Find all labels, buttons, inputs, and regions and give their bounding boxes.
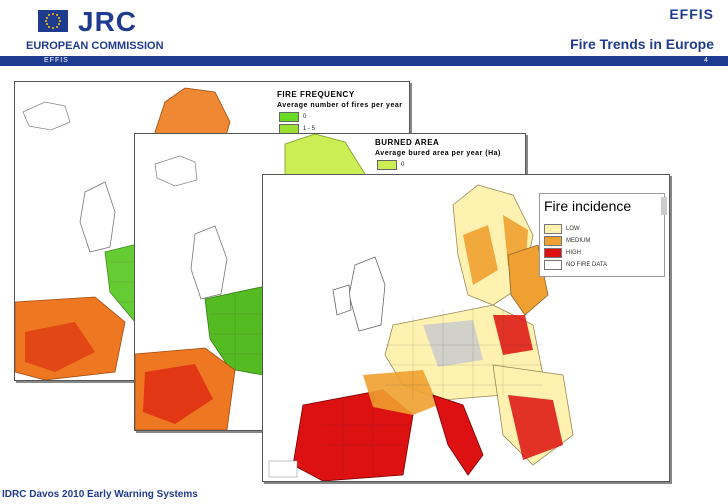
legend-swatch — [544, 236, 562, 246]
legend-item: 0 — [279, 112, 306, 122]
legend-title: FIRE FREQUENCY — [277, 90, 355, 99]
org-subtitle: EUROPEAN COMMISSION — [26, 40, 164, 52]
legend-item: LOW — [544, 224, 580, 234]
legend-swatch — [544, 260, 562, 270]
effis-title: EFFIS — [669, 6, 714, 22]
fire-incidence-map: Fire incidence LOW MEDIUM HIGH NO FIRE D… — [262, 174, 670, 482]
jrc-logo: JRC — [78, 6, 138, 37]
legend-label: 1 - 5 — [303, 126, 316, 132]
legend-swatch — [544, 224, 562, 234]
incidence-legend: Fire incidence LOW MEDIUM HIGH NO FIRE D… — [539, 193, 665, 277]
legend-title: BURNED AREA — [375, 138, 440, 147]
header-bar — [0, 56, 728, 66]
legend-swatch — [279, 112, 299, 122]
slide-title: Fire Trends in Europe — [570, 36, 714, 52]
legend-label: MEDIUM — [566, 238, 591, 244]
slide-footer: IDRC Davos 2010 Early Warning Systems — [2, 489, 198, 500]
legend-label: 0 — [401, 162, 405, 168]
slide-header: JRC EUROPEAN COMMISSION EFFIS 4 EFFIS Fi… — [0, 0, 728, 66]
legend-swatch — [544, 248, 562, 258]
legend-swatch — [377, 160, 397, 170]
legend-item: MEDIUM — [544, 236, 590, 246]
legend-item: 0 — [377, 160, 404, 170]
legend-item: NO FIRE DATA — [544, 260, 607, 270]
legend-label: LOW — [566, 226, 580, 232]
legend-label: NO FIRE DATA — [566, 262, 608, 268]
legend-item: HIGH — [544, 248, 581, 258]
legend-subtitle: Average bured area per year (Ha) — [375, 150, 501, 157]
legend-label: 0 — [303, 114, 307, 120]
eu-flag-icon — [38, 10, 68, 32]
effis-small-label: EFFIS — [44, 57, 69, 64]
scroll-handle — [661, 197, 667, 215]
legend-label: HIGH — [566, 250, 581, 256]
legend-title: Fire incidence — [544, 198, 632, 214]
fire-incidence-map-graphic — [268, 184, 574, 481]
legend-subtitle: Average number of fires per year — [277, 102, 403, 109]
page-number: 4 — [704, 57, 708, 64]
